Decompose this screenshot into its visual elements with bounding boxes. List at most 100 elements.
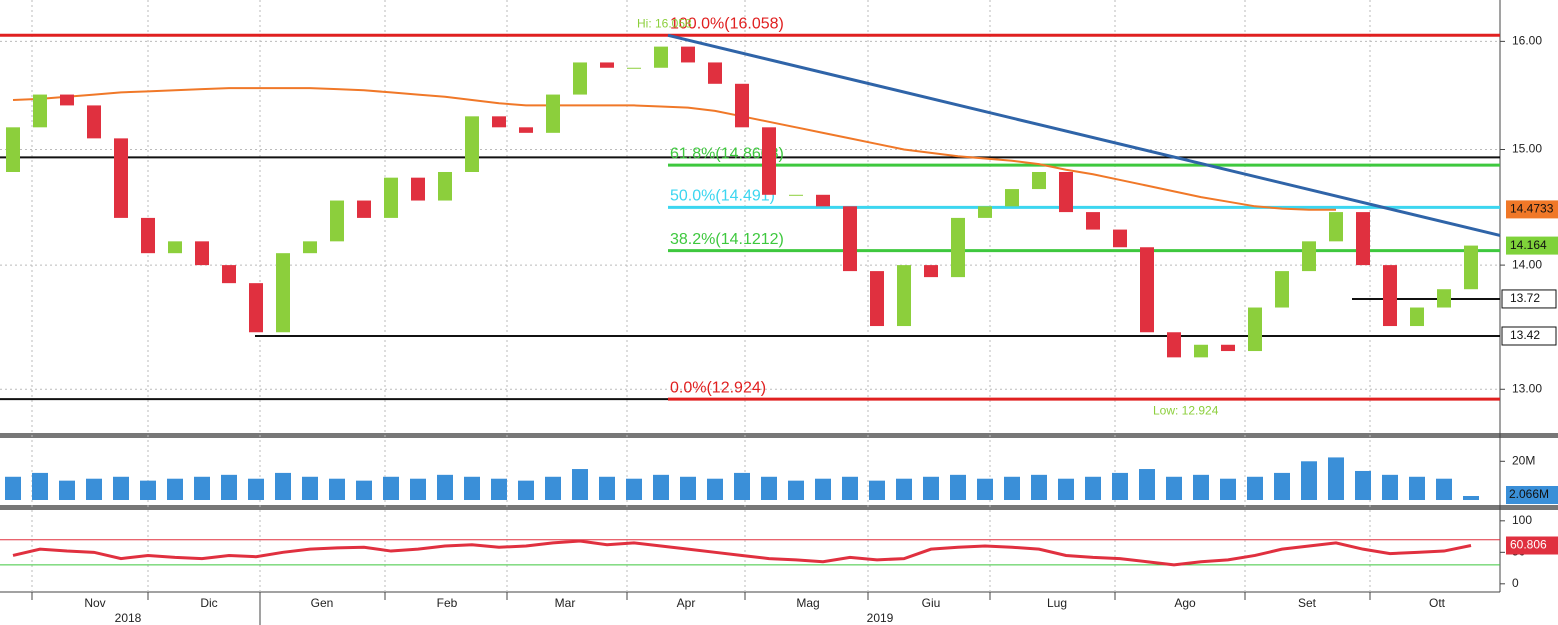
candle xyxy=(168,241,182,254)
candle xyxy=(1005,189,1019,207)
volume-bar xyxy=(140,480,156,500)
rsi-label-box xyxy=(1506,536,1558,555)
candle xyxy=(600,62,614,68)
candle xyxy=(708,62,722,84)
candle xyxy=(978,206,992,218)
y-tick-label: 100 xyxy=(1512,513,1532,527)
volume-bar xyxy=(626,478,642,500)
level-label: 13.42 xyxy=(1510,328,1540,342)
fib-label: 61.8%(14.8608) xyxy=(670,145,784,162)
rsi-label: 60.806 xyxy=(1510,538,1547,552)
volume-bar xyxy=(680,476,696,500)
volume-bar xyxy=(1166,476,1182,500)
candle xyxy=(1140,247,1154,333)
fib-label: 38.2%(14.1212) xyxy=(670,231,784,248)
year-label: 2018 xyxy=(115,611,142,625)
volume-bar xyxy=(194,476,210,500)
volume-bar xyxy=(950,474,966,500)
x-tick-label: Dic xyxy=(200,596,217,610)
candle xyxy=(60,94,74,106)
volume-bar xyxy=(383,476,399,500)
volume-bar xyxy=(410,478,426,500)
candle xyxy=(1221,344,1235,352)
x-tick-label: Feb xyxy=(437,596,458,610)
candle xyxy=(1275,271,1289,308)
volume-bar xyxy=(653,474,669,500)
volume-bar xyxy=(302,476,318,500)
volume-bar xyxy=(86,478,102,500)
candle xyxy=(1248,307,1262,352)
candle xyxy=(411,177,425,201)
last-label: 14.164 xyxy=(1510,238,1547,252)
candle xyxy=(438,171,452,201)
x-tick-label: Mar xyxy=(555,596,576,610)
volume-bar xyxy=(1031,474,1047,500)
volume-bar xyxy=(32,472,48,500)
volume-bar xyxy=(1112,472,1128,500)
volume-bar xyxy=(275,472,291,500)
y-tick-label: 16.00 xyxy=(1512,34,1542,48)
candle xyxy=(627,67,641,69)
candle xyxy=(1464,245,1478,290)
volume-bar xyxy=(437,474,453,500)
candle xyxy=(384,177,398,218)
candle xyxy=(195,241,209,266)
candle xyxy=(1032,171,1046,190)
y-tick-label: 14.00 xyxy=(1512,257,1542,271)
candle xyxy=(465,116,479,172)
volume-bar xyxy=(1409,476,1425,500)
volume-label-box xyxy=(1506,486,1558,505)
candle xyxy=(654,46,668,68)
volume-bar xyxy=(599,476,615,500)
fib-label: 50.0%(14.491) xyxy=(670,188,775,205)
y-tick-label: 15.00 xyxy=(1512,142,1542,156)
x-tick-label: Gen xyxy=(311,596,334,610)
candle xyxy=(546,94,560,133)
last-label-box xyxy=(1506,200,1558,219)
x-tick-label: Ott xyxy=(1429,596,1446,610)
candle xyxy=(1167,332,1181,358)
volume-bar xyxy=(1139,469,1155,500)
volume-bar xyxy=(5,476,21,500)
volume-bar xyxy=(59,480,75,500)
candle xyxy=(843,206,857,272)
candle xyxy=(357,200,371,218)
level-label: 13.72 xyxy=(1510,291,1540,305)
volume-bar xyxy=(707,478,723,500)
candle xyxy=(1086,212,1100,230)
volume-bar xyxy=(464,476,480,500)
low-annotation: Low: 12.924 xyxy=(1153,403,1219,417)
y-tick-label: 0 xyxy=(1512,576,1519,590)
candle xyxy=(1410,307,1424,327)
volume-bar xyxy=(842,476,858,500)
candle xyxy=(6,127,20,172)
fib-label: 0.0%(12.924) xyxy=(670,379,766,396)
volume-label: 2.066M xyxy=(1509,487,1549,501)
candle xyxy=(1383,265,1397,327)
candle xyxy=(681,46,695,63)
volume-bar xyxy=(1274,472,1290,500)
volume-bar xyxy=(896,478,912,500)
volume-bar xyxy=(491,478,507,500)
volume-bar xyxy=(113,476,129,500)
candle xyxy=(141,217,155,254)
candle xyxy=(519,127,533,133)
volume-bar xyxy=(1193,474,1209,500)
volume-bar xyxy=(815,478,831,500)
volume-bar xyxy=(1301,461,1317,500)
candle xyxy=(492,116,506,128)
volume-bar xyxy=(572,469,588,500)
rsi-line xyxy=(12,539,1472,567)
volume-bar xyxy=(1220,478,1236,500)
panel-separator xyxy=(0,433,1558,438)
candle xyxy=(87,105,101,139)
volume-bar xyxy=(1382,474,1398,500)
candle xyxy=(114,138,128,218)
x-tick-label: Apr xyxy=(677,596,696,610)
last-label: 14.4733 xyxy=(1510,202,1554,216)
trend-line xyxy=(667,33,1501,237)
last-label-box xyxy=(1506,236,1558,255)
